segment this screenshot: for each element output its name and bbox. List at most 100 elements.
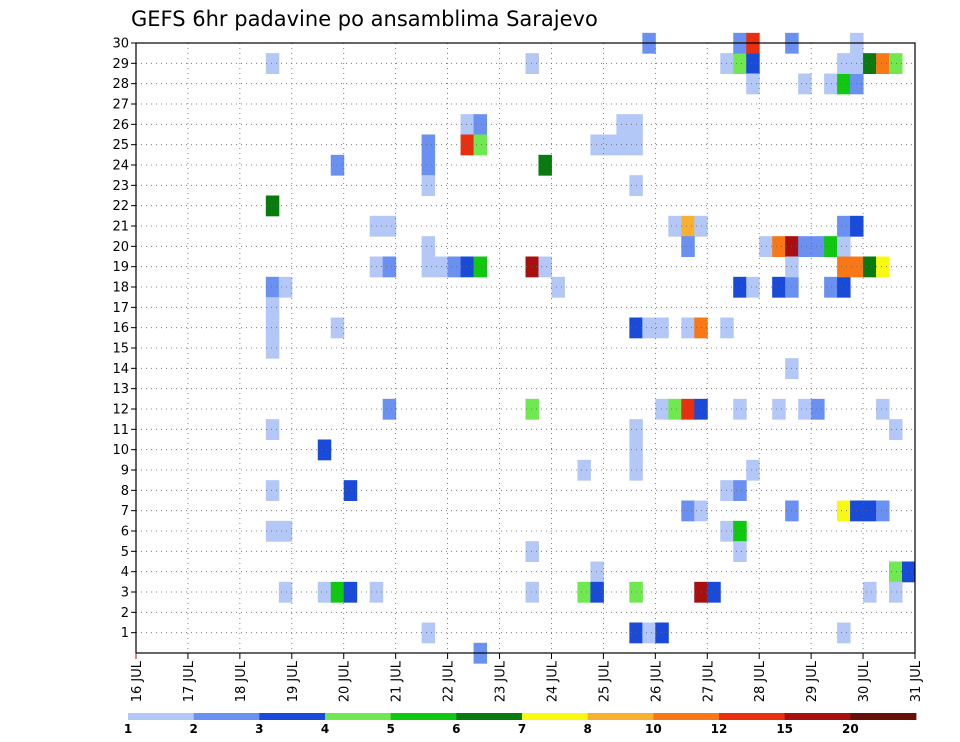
- heat-cell: [265, 195, 280, 217]
- heat-cell: [863, 256, 877, 278]
- heat-cell: [382, 398, 397, 420]
- heat-cell: [824, 236, 838, 257]
- colorbar-label: 12: [711, 722, 728, 736]
- x-tick-label: 21 JUL: [390, 660, 405, 702]
- heat-cell: [746, 276, 760, 298]
- heat-cell: [837, 500, 851, 522]
- heat-cell: [421, 236, 436, 257]
- heat-cell: [759, 236, 773, 257]
- heat-cell: [837, 215, 851, 237]
- colorbar-label: 3: [255, 722, 263, 736]
- heat-cell: [421, 154, 436, 176]
- x-tick-label: 18 JUL: [234, 660, 249, 702]
- heat-cell: [733, 53, 747, 74]
- colorbar-label: 5: [386, 722, 394, 736]
- y-tick-label: 26: [112, 118, 129, 133]
- y-tick-label: 16: [112, 321, 129, 336]
- heat-cell: [733, 398, 747, 420]
- colorbar-swatch: [587, 713, 654, 720]
- heat-cell: [265, 297, 280, 318]
- heat-cell: [265, 317, 280, 339]
- heat-cell: [538, 154, 552, 176]
- heat-cell: [655, 622, 669, 644]
- heat-cell: [798, 398, 812, 420]
- y-tick-label: 15: [112, 342, 129, 357]
- heat-cell: [876, 53, 890, 74]
- heat-cell: [876, 256, 890, 278]
- heat-cell: [278, 276, 293, 298]
- colorbar-label: 7: [518, 722, 526, 736]
- heat-cell: [525, 256, 539, 278]
- y-tick-label: 10: [112, 443, 129, 458]
- heat-cell: [317, 581, 332, 603]
- heat-cell: [421, 622, 436, 644]
- heat-cell: [447, 256, 462, 278]
- heat-cell: [681, 215, 695, 237]
- colorbar-label: 4: [321, 722, 329, 736]
- y-tick-label: 28: [112, 77, 129, 92]
- y-tick-label: 20: [112, 240, 129, 255]
- colorbar-label: 10: [645, 722, 662, 736]
- x-tick-label: 26 JUL: [649, 660, 664, 702]
- colorbar-label: 2: [189, 722, 197, 736]
- cells-layer: [265, 32, 916, 664]
- y-tick-label: 2: [121, 606, 129, 621]
- heat-cell: [538, 256, 552, 278]
- heat-cell: [330, 317, 345, 339]
- heat-cell: [590, 561, 604, 583]
- heat-cell: [863, 581, 877, 603]
- y-tick-label: 4: [121, 565, 129, 580]
- heat-cell: [525, 581, 539, 603]
- x-tick-label: 27 JUL: [701, 660, 716, 702]
- heat-cell: [278, 520, 293, 542]
- heat-cell: [798, 73, 812, 95]
- heat-cell: [681, 500, 695, 522]
- heat-cell: [733, 276, 747, 298]
- colorbar-label: 15: [776, 722, 793, 736]
- heat-cell: [473, 114, 488, 135]
- heat-cell: [616, 114, 630, 135]
- colorbar-swatch: [719, 713, 786, 720]
- x-axis: 16 JUL 17 JUL 18 JUL 19 JUL 20 JUL 21 JUL 22 J…: [130, 653, 924, 702]
- heat-cell: [655, 398, 669, 420]
- heat-cell: [772, 236, 786, 257]
- colorbar-swatch: [128, 713, 195, 720]
- heat-cell: [876, 398, 890, 420]
- heat-cell: [330, 581, 345, 603]
- y-tick-label: 14: [112, 362, 129, 377]
- y-tick-label: 30: [112, 37, 129, 52]
- heat-cell: [811, 236, 825, 257]
- heat-cell: [577, 459, 591, 481]
- heat-cell: [668, 215, 682, 237]
- heat-cell: [421, 134, 436, 156]
- heat-cell: [668, 398, 682, 420]
- heat-cell: [837, 53, 851, 74]
- x-tick-label: 22 JUL: [442, 660, 457, 702]
- y-tick-label: 13: [112, 382, 129, 397]
- heat-cell: [863, 53, 877, 74]
- heat-cell: [278, 581, 293, 603]
- heat-cell: [811, 398, 825, 420]
- heat-cell: [525, 53, 539, 74]
- x-tick-label: 24 JUL: [545, 660, 560, 702]
- colorbar-swatch: [456, 713, 523, 720]
- y-tick-label: 6: [121, 525, 129, 540]
- heat-cell: [265, 276, 280, 298]
- x-tick-label: 29 JUL: [805, 660, 820, 702]
- heat-cell: [265, 419, 280, 440]
- colorbar-swatch: [850, 713, 917, 720]
- heat-cell: [837, 73, 851, 95]
- heat-cell: [824, 73, 838, 95]
- colorbar-swatch: [325, 713, 392, 720]
- heat-cell: [265, 480, 280, 501]
- y-tick-label: 3: [121, 586, 129, 601]
- y-tick-label: 12: [112, 403, 129, 418]
- heat-cell: [382, 215, 397, 237]
- colorbar-swatch: [390, 713, 457, 720]
- heat-cell: [798, 236, 812, 257]
- y-tick-label: 19: [112, 260, 129, 275]
- colorbar-label: 20: [842, 722, 859, 736]
- heat-cell: [837, 236, 851, 257]
- heat-cell: [343, 581, 358, 603]
